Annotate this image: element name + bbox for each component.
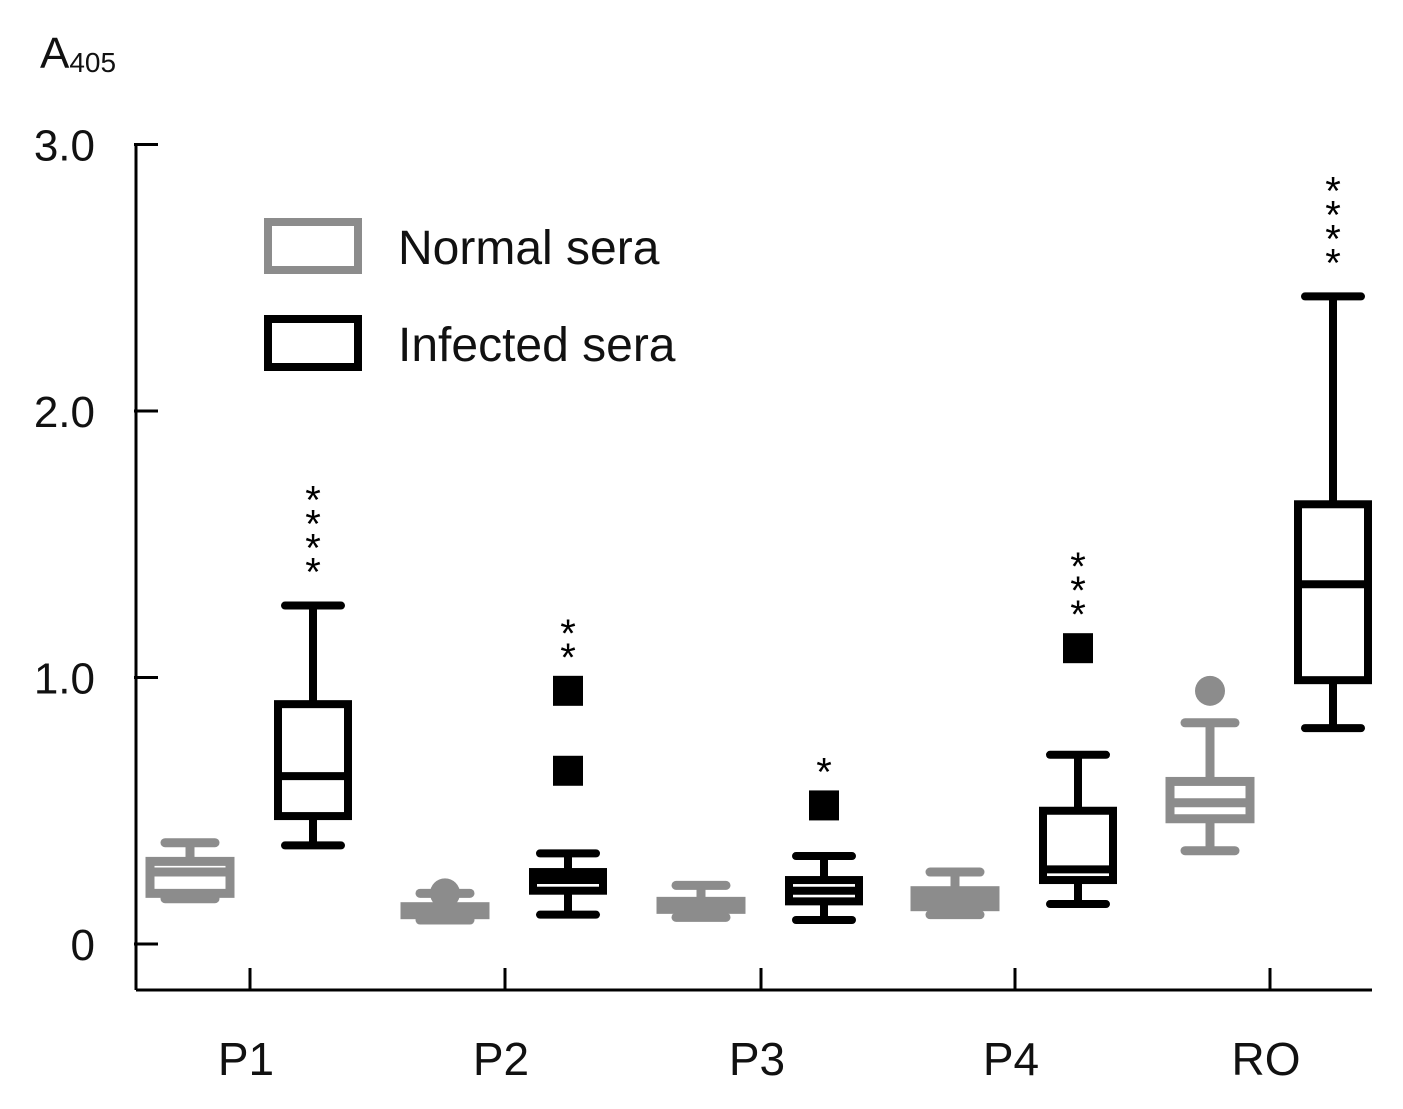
box-infected-p1: **** xyxy=(274,479,352,850)
box-iqr xyxy=(274,700,352,821)
x-tick-label: P4 xyxy=(983,1033,1039,1085)
significance-star: * xyxy=(1070,569,1086,613)
x-ticks: P1 P2 P3 P4 RO xyxy=(218,968,1301,1085)
significance-star: * xyxy=(1325,241,1341,285)
y-tick-label: 1.0 xyxy=(34,655,95,704)
box-infected-p2: ** xyxy=(529,612,607,919)
box-normal-ro xyxy=(1165,675,1255,856)
y-axis-label: A405 xyxy=(40,29,116,78)
significance-star: * xyxy=(816,750,832,794)
significance-star: * xyxy=(560,612,576,656)
significance-star: * xyxy=(560,636,576,680)
box-infected-ro: **** xyxy=(1294,169,1372,733)
outlier-point xyxy=(553,675,583,706)
y-tick-label: 0 xyxy=(71,921,95,970)
box-iqr xyxy=(1294,500,1372,685)
box-normal-p1 xyxy=(145,838,235,904)
y-tick-label: 3.0 xyxy=(34,122,95,171)
box-infected-p4: *** xyxy=(1039,545,1117,909)
legend-label: Infected sera xyxy=(398,319,676,372)
significance-star: * xyxy=(1325,193,1341,237)
box-iqr xyxy=(145,856,235,898)
box-normal-p3 xyxy=(656,880,746,922)
outlier-point xyxy=(430,878,460,909)
x-tick-label: P2 xyxy=(473,1033,529,1085)
boxes: ************** xyxy=(145,169,1372,925)
significance-star: * xyxy=(305,503,321,547)
outlier-point xyxy=(553,755,583,786)
box-normal-p2 xyxy=(400,878,490,925)
legend-swatch xyxy=(264,315,362,371)
significance-star: * xyxy=(1325,169,1341,213)
significance-star: * xyxy=(305,479,321,523)
x-tick-label: RO xyxy=(1232,1033,1301,1085)
significance-star: * xyxy=(1070,545,1086,589)
y-tick-label: 2.0 xyxy=(34,388,95,437)
outlier-point xyxy=(1195,675,1225,706)
legend-swatch xyxy=(264,218,362,274)
legend: Normal sera Infected sera xyxy=(264,218,676,372)
box-infected-p3: * xyxy=(785,750,863,925)
significance-star: * xyxy=(1325,217,1341,261)
significance-star: * xyxy=(1070,593,1086,637)
box-normal-p4 xyxy=(910,867,1000,920)
x-tick-label: P3 xyxy=(729,1033,785,1085)
axes xyxy=(134,143,1372,992)
significance-star: * xyxy=(305,551,321,595)
outlier-point xyxy=(809,790,839,821)
x-tick-label: P1 xyxy=(218,1033,274,1085)
legend-label: Normal sera xyxy=(398,222,660,275)
outlier-point xyxy=(1063,633,1093,664)
y-ticks: 0 1.0 2.0 3.0 xyxy=(34,122,158,970)
significance-star: * xyxy=(305,527,321,571)
